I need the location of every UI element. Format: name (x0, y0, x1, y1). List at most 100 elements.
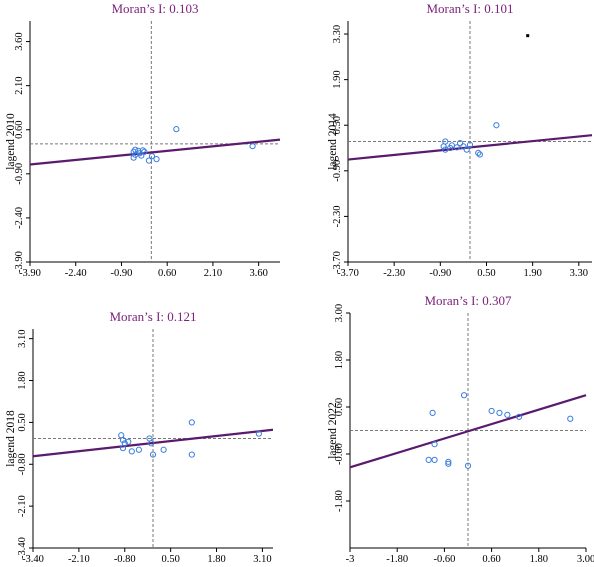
data-point (128, 448, 135, 455)
x-tick-label: 1.90 (523, 268, 541, 279)
data-point (453, 144, 460, 151)
x-tick-label: 3.30 (570, 268, 588, 279)
y-tick-label: -0.90 (14, 163, 25, 185)
data-point (440, 143, 447, 150)
y-tick-label: -0.80 (17, 453, 28, 475)
x-tick-label: -2.30 (383, 268, 405, 279)
data-point (148, 153, 156, 160)
y-tick-label: -0.90 (332, 160, 343, 182)
x-tick-label: -3 (346, 554, 355, 565)
chart-panel: Moran’s I: 0.121 -3.40 -2.10 -0.80 0.50 1.80 3… (5, 309, 274, 565)
data-point (457, 140, 464, 147)
x-tick-label: 0.50 (161, 554, 179, 565)
data-point (119, 445, 127, 452)
data-point (460, 143, 467, 150)
x-tick-label: -3.70 (337, 268, 359, 279)
x-tick-label: 0.60 (158, 268, 176, 279)
y-tick-label: 1.80 (17, 371, 28, 389)
x-tick-label: -0.60 (433, 554, 455, 565)
data-point (429, 409, 436, 416)
data-point (255, 430, 262, 437)
x-tick-label: -0.90 (429, 268, 451, 279)
y-tick-label: 1.80 (334, 351, 345, 369)
data-point (145, 157, 153, 164)
x-tick-label: -1.80 (386, 554, 408, 565)
y-tick-label: -0.60 (334, 443, 345, 465)
x-tick-label: -2.10 (68, 554, 90, 565)
data-point (135, 446, 142, 453)
data-point (148, 440, 155, 447)
x-tick-label: 0.60 (482, 554, 500, 565)
y-tick-label: 0.60 (334, 398, 345, 416)
y-tick-label: 0.60 (14, 121, 25, 139)
y-axis-label: lagend 2010 (5, 113, 17, 170)
chart-panel: Moran’s I: 0.307 -3 -1.80 -0.60 0.60 1.80 3.00… (327, 293, 594, 565)
data-point (125, 438, 132, 445)
data-point (132, 146, 139, 153)
data-point (567, 415, 574, 422)
x-tick-label: 3.60 (249, 268, 267, 279)
y-tick-label: 0.50 (332, 116, 343, 134)
y-tick-label: 3.30 (332, 25, 343, 43)
data-point (460, 392, 468, 399)
y-tick-label: -1.80 (334, 490, 345, 512)
data-point (504, 411, 511, 418)
y-tick-label: 3.60 (14, 32, 25, 50)
x-tick-label: 3.00 (577, 554, 594, 565)
x-tick-label: 3.10 (253, 554, 271, 565)
x-tick-label: 1.80 (530, 554, 548, 565)
x-tick-label: 2.10 (204, 268, 222, 279)
data-point (488, 407, 495, 415)
chart-title: Moran’s I: 0.121 (109, 309, 196, 324)
y-tick-label: -3.40 (17, 537, 28, 559)
y-tick-label: 2.10 (14, 76, 25, 94)
data-point (149, 451, 157, 458)
data-point (493, 122, 500, 129)
y-tick-label: -3.90 (14, 251, 25, 273)
data-point (476, 151, 483, 158)
x-tick-label: -3.40 (22, 554, 44, 565)
chart-panel: Moran’s I: 0.103 -3.90 -2.40 -0.90 0.60 2.10 3… (5, 1, 281, 279)
x-tick-label: -0.90 (111, 268, 133, 279)
y-tick-label: 3.00 (334, 304, 345, 322)
data-point (463, 146, 470, 153)
data-point (445, 458, 452, 465)
chart-title: Moran’s I: 0.103 (111, 1, 198, 16)
y-axis-label: lagend 2014 (327, 113, 339, 170)
data-point (249, 143, 256, 150)
y-axis-label: lagend 2022 (327, 402, 339, 459)
y-tick-label: -3.70 (332, 251, 343, 273)
data-point (464, 462, 472, 469)
x-tick-label: 0.50 (477, 268, 495, 279)
data-point (516, 413, 523, 420)
data-point (119, 437, 127, 444)
data-point (153, 156, 160, 163)
data-point (431, 441, 438, 448)
data-point (466, 141, 474, 148)
chart-title: Moran’s I: 0.307 (424, 293, 512, 308)
data-point (173, 126, 180, 133)
data-point (425, 456, 432, 463)
outlier-marker (526, 34, 530, 38)
y-tick-label: 1.90 (332, 70, 343, 88)
y-tick-label: 3.10 (17, 329, 28, 347)
y-tick-label: -2.40 (14, 207, 25, 229)
regression-line (349, 394, 587, 469)
y-axis-label: lagend 2018 (5, 410, 17, 467)
data-point (188, 419, 195, 426)
data-point (188, 451, 195, 458)
x-tick-label: 1.80 (207, 554, 225, 565)
data-point (160, 446, 167, 453)
chart-panel: Moran’s I: 0.101 -3.70 -2.30 -0.90 0.50 1.90 3… (327, 1, 593, 279)
x-tick-label: -3.90 (19, 268, 41, 279)
x-tick-label: -2.40 (65, 268, 87, 279)
y-tick-label: -2.30 (332, 205, 343, 227)
data-point (141, 148, 148, 155)
data-point (130, 154, 137, 161)
data-point (431, 456, 438, 463)
data-point (138, 152, 145, 159)
regression-line (32, 428, 274, 458)
y-tick-label: 0.50 (17, 413, 28, 431)
chart-title: Moran’s I: 0.101 (426, 1, 513, 16)
